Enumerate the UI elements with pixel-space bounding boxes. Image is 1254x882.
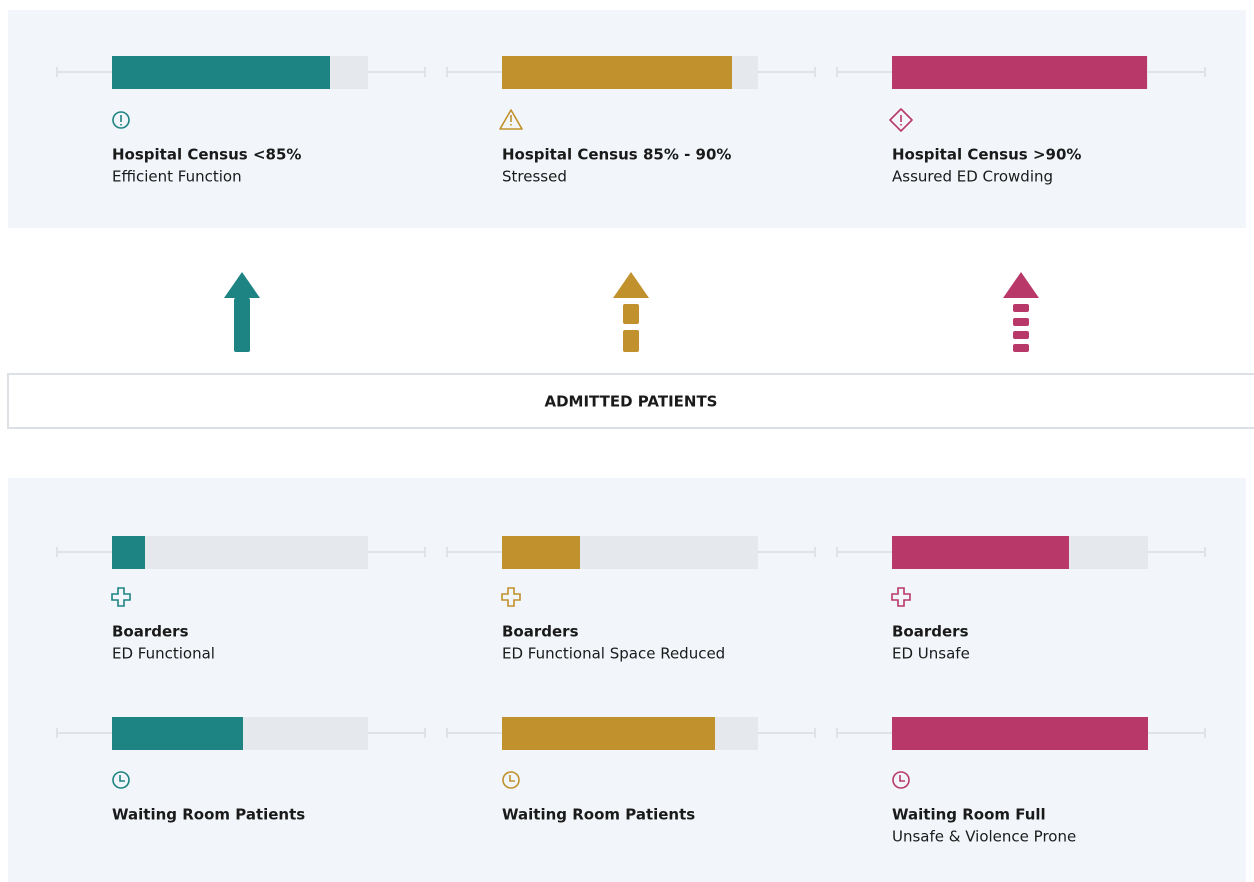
arrow-solid — [224, 272, 260, 352]
item-title: Waiting Room Patients — [112, 806, 305, 824]
plus-icon — [111, 587, 131, 607]
clock-icon — [892, 771, 910, 789]
clock-icon — [502, 771, 520, 789]
warn-icon — [499, 109, 523, 130]
item-title: Waiting Room Full — [892, 806, 1046, 824]
item-subtitle: Unsafe & Violence Prone — [892, 828, 1076, 846]
icon-shape — [111, 587, 131, 607]
item-title: Hospital Census <85% — [112, 146, 301, 164]
icon-shape — [502, 771, 520, 789]
icon-shape — [499, 109, 523, 130]
icon-shape — [501, 587, 521, 607]
item-title: Waiting Room Patients — [502, 806, 695, 824]
icon-shape — [892, 771, 910, 789]
info-icon — [112, 111, 130, 129]
item-title: Hospital Census >90% — [892, 146, 1081, 164]
plus-icon — [891, 587, 911, 607]
bar-fill — [892, 717, 1148, 750]
item-title: Boarders — [502, 623, 579, 641]
diamond-icon — [889, 108, 913, 132]
icon-shape — [112, 111, 130, 129]
icon-shape — [112, 771, 130, 789]
bar-fill — [112, 56, 330, 89]
item-title: Boarders — [892, 623, 969, 641]
bar-fill — [502, 717, 715, 750]
icon-shape — [891, 587, 911, 607]
bar-fill — [502, 536, 580, 569]
top-panel — [8, 10, 1246, 228]
item-subtitle: Assured ED Crowding — [892, 168, 1053, 186]
icon-shape — [889, 108, 913, 132]
item-subtitle: Efficient Function — [112, 168, 242, 186]
item-subtitle: ED Unsafe — [892, 645, 970, 663]
center-label: ADMITTED PATIENTS — [544, 393, 717, 411]
bar-fill — [112, 536, 145, 569]
clock-icon — [112, 771, 130, 789]
bar-fill — [892, 56, 1147, 89]
icon-shape — [119, 775, 125, 782]
item-title: Hospital Census 85% - 90% — [502, 146, 731, 164]
bar-fill — [502, 56, 732, 89]
item-title: Boarders — [112, 623, 189, 641]
icon-shape — [509, 775, 515, 782]
icon-shape — [899, 775, 905, 782]
bar-bg — [112, 536, 368, 569]
plus-icon — [501, 587, 521, 607]
center-box — [7, 373, 1254, 429]
item-subtitle: ED Functional Space Reduced — [502, 645, 725, 663]
arrow-dashed — [613, 272, 649, 352]
bar-fill — [892, 536, 1069, 569]
arrow-dotted — [1003, 272, 1039, 352]
item-subtitle: Stressed — [502, 168, 567, 186]
item-subtitle: ED Functional — [112, 645, 215, 663]
bar-fill — [112, 717, 243, 750]
